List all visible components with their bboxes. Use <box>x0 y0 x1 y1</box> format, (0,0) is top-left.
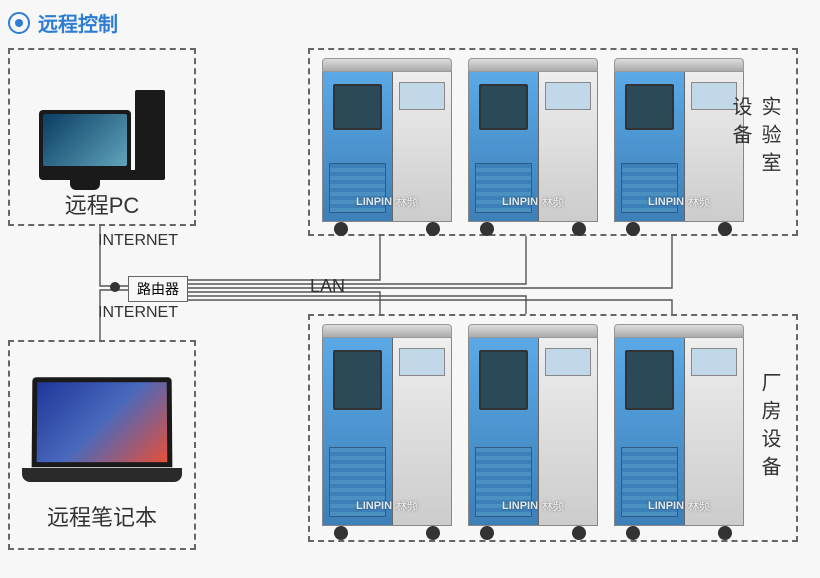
brand-watermark: LINPIN林频 <box>356 194 418 210</box>
internet-label-bottom: INTERNET <box>98 304 178 322</box>
pc-box-label: 远程PC <box>20 188 184 220</box>
diagram-title: 远程控制 <box>8 8 118 37</box>
router-node-icon <box>110 282 120 292</box>
test-chamber: LINPIN林频 <box>322 58 452 236</box>
lab-equipment-box: LINPIN林频 LINPIN林频 LINPIN林频 实验室设备 <box>308 48 798 236</box>
router-label: 路由器 <box>128 276 188 302</box>
laptop-box-label: 远程笔记本 <box>20 500 184 532</box>
brand-watermark: LINPIN林频 <box>502 498 564 514</box>
factory-equipment-box: LINPIN林频 LINPIN林频 LINPIN林频 厂房设备 <box>308 314 798 542</box>
remote-pc-box: 远程PC <box>8 48 196 226</box>
test-chamber: LINPIN林频 <box>322 324 452 540</box>
factory-box-label: 厂房设备 <box>755 372 784 484</box>
test-chamber: LINPIN林频 <box>614 324 744 540</box>
brand-watermark: LINPIN林频 <box>356 498 418 514</box>
lab-box-label: 实验室设备 <box>726 96 784 188</box>
brand-watermark: LINPIN林频 <box>648 194 710 210</box>
lan-label: LAN <box>310 276 345 297</box>
laptop-icon <box>20 352 184 492</box>
target-circle-icon <box>8 12 30 34</box>
lab-chamber-row: LINPIN林频 LINPIN林频 LINPIN林频 <box>322 58 744 236</box>
brand-watermark: LINPIN林频 <box>648 498 710 514</box>
remote-laptop-box: 远程笔记本 <box>8 340 196 550</box>
title-text: 远程控制 <box>38 8 118 37</box>
test-chamber: LINPIN林频 <box>614 58 744 236</box>
test-chamber: LINPIN林频 <box>468 58 598 236</box>
test-chamber: LINPIN林频 <box>468 324 598 540</box>
desktop-pc-icon <box>20 60 184 180</box>
brand-watermark: LINPIN林频 <box>502 194 564 210</box>
internet-label-top: INTERNET <box>98 232 178 250</box>
factory-chamber-row: LINPIN林频 LINPIN林频 LINPIN林频 <box>322 324 744 540</box>
